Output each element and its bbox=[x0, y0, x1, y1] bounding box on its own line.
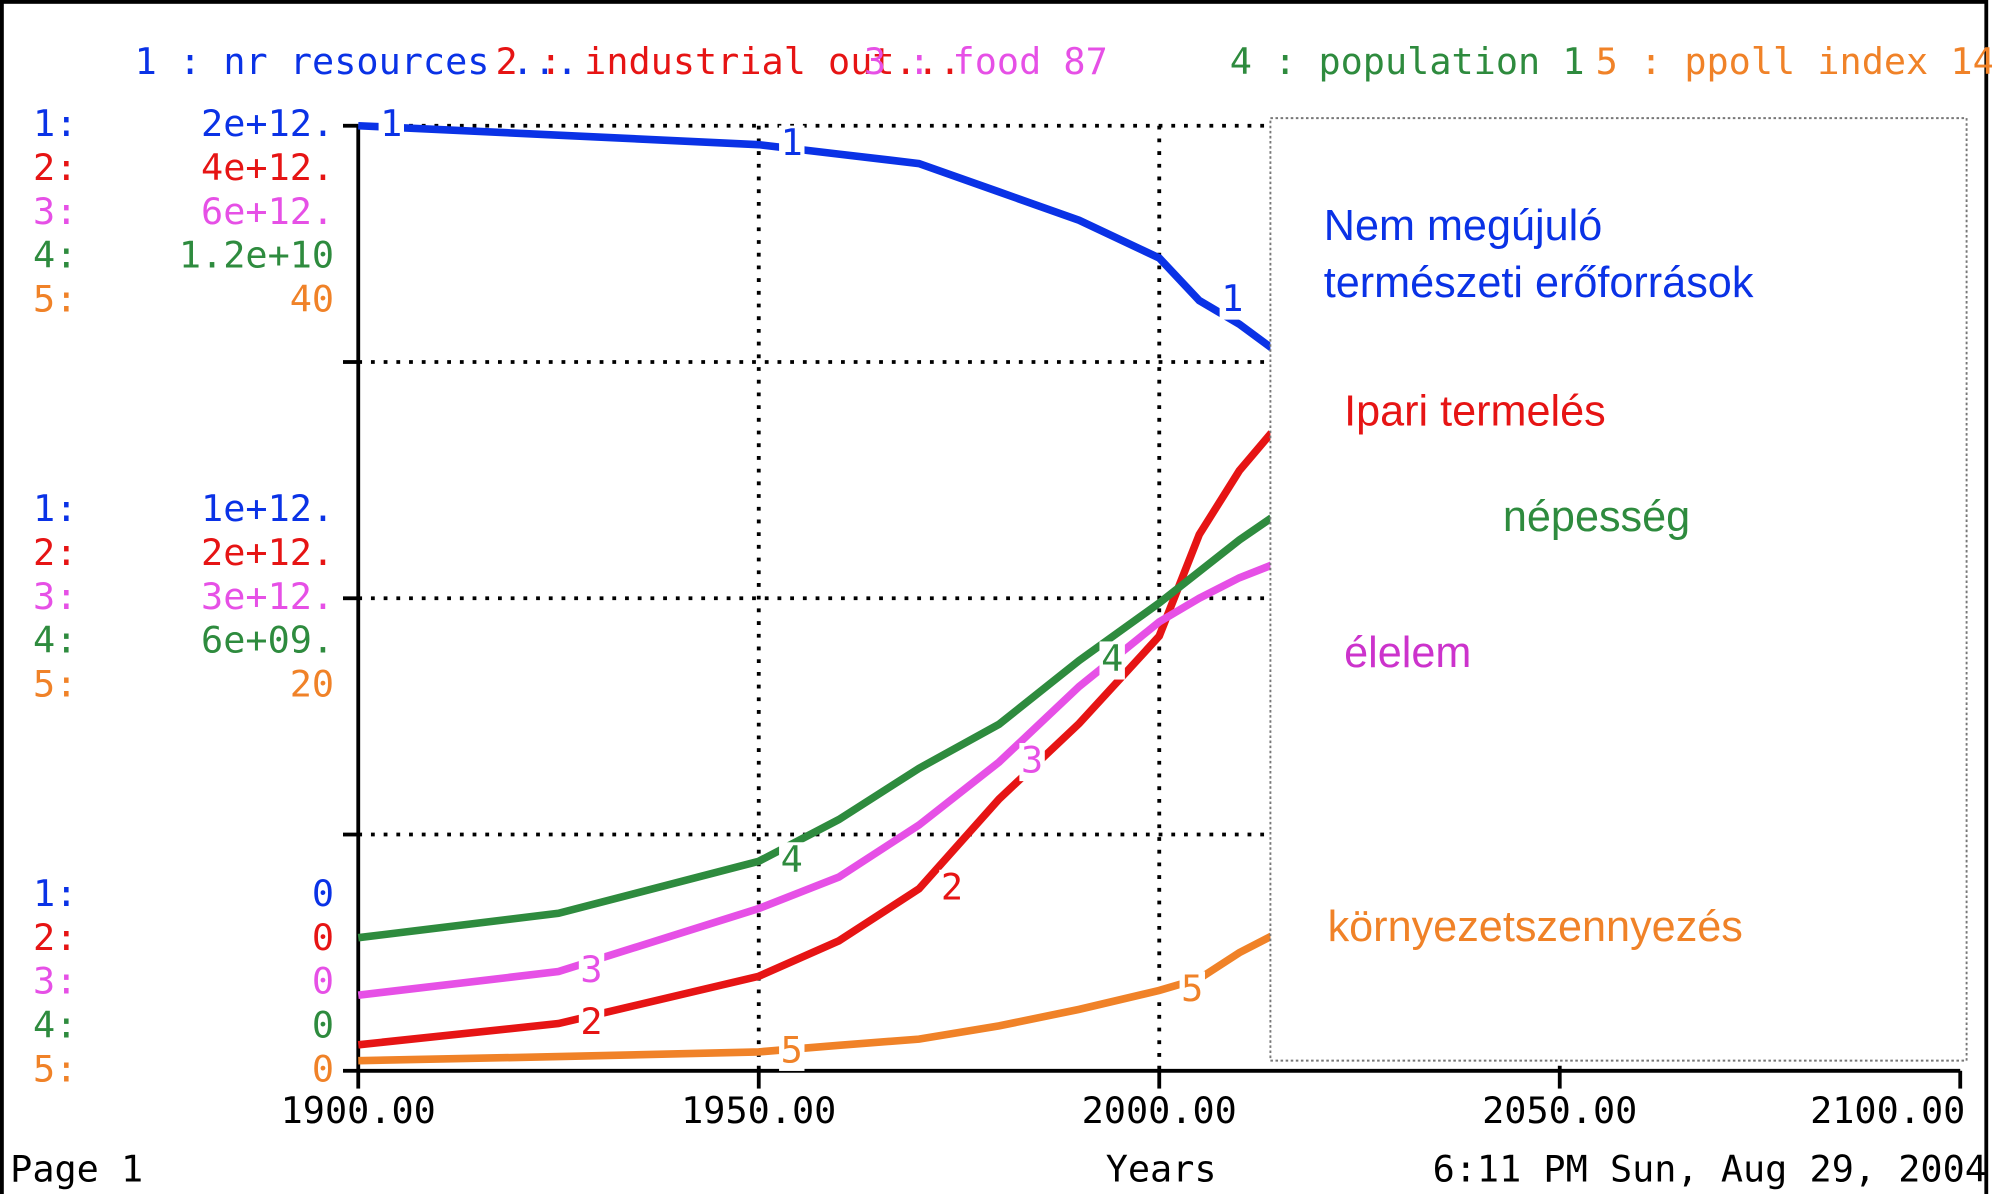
y-axis-prefix: 2: bbox=[33, 146, 77, 189]
x-tick-label: 1950.00 bbox=[681, 1089, 836, 1132]
y-tick-label: 0 bbox=[312, 960, 334, 1003]
legend-entry: 1 : nr resources ... bbox=[135, 40, 578, 83]
marker-bg bbox=[578, 1004, 605, 1043]
annotation: népesség bbox=[1503, 493, 1690, 541]
y-tick-label: 40 bbox=[290, 278, 334, 321]
page-label: Page 1 bbox=[10, 1148, 143, 1191]
annotation: természeti erőforrások bbox=[1324, 259, 1754, 307]
x-tick-label: 2100.00 bbox=[1810, 1089, 1965, 1132]
y-tick-label: 0 bbox=[312, 916, 334, 959]
y-tick-label: 4e+12. bbox=[201, 146, 334, 189]
marker-bg bbox=[1179, 971, 1205, 1010]
series-marker: 1 bbox=[1221, 277, 1243, 320]
y-tick-label: 6e+12. bbox=[201, 190, 334, 233]
annotation: élelem bbox=[1344, 629, 1471, 677]
annotation-box bbox=[1269, 117, 1968, 1062]
annotation: Ipari termelés bbox=[1344, 387, 1606, 435]
y-axis-prefix: 2: bbox=[33, 531, 77, 574]
legend-entry: 2 : industrial out... bbox=[495, 40, 961, 83]
y-axis-prefix: 1: bbox=[33, 102, 77, 145]
marker-bg bbox=[779, 1032, 805, 1071]
series-marker: 4 bbox=[1101, 637, 1123, 680]
y-tick-label: 6e+09. bbox=[201, 619, 334, 662]
y-axis-prefix: 4: bbox=[33, 1003, 77, 1046]
series-marker: 4 bbox=[781, 838, 803, 881]
series-marker: 2 bbox=[580, 1000, 602, 1043]
series-marker: 1 bbox=[380, 102, 402, 145]
annotation: Nem megújuló bbox=[1324, 202, 1602, 250]
y-axis-prefix: 1: bbox=[33, 872, 77, 915]
x-tick-label: 1900.00 bbox=[281, 1089, 436, 1132]
y-tick-label: 0 bbox=[312, 1047, 334, 1090]
marker-bg bbox=[1019, 743, 1045, 782]
marker-bg bbox=[1099, 641, 1125, 680]
marker-bg bbox=[939, 869, 965, 908]
marker-bg bbox=[779, 842, 805, 881]
y-tick-label: 0 bbox=[312, 1003, 334, 1046]
y-tick-label: 1e+12. bbox=[201, 487, 334, 530]
y-tick-label: 2e+12. bbox=[201, 102, 334, 145]
x-tick-label: 2000.00 bbox=[1082, 1089, 1237, 1132]
y-axis-prefix: 4: bbox=[33, 234, 77, 277]
annotation: környezetszennyezés bbox=[1328, 903, 1743, 951]
series-marker: 5 bbox=[1181, 967, 1203, 1010]
marker-bg bbox=[578, 952, 605, 991]
x-tick-label: 2050.00 bbox=[1482, 1089, 1637, 1132]
y-axis-prefix: 3: bbox=[33, 960, 77, 1003]
timestamp: 6:11 PM Sun, Aug 29, 2004 bbox=[1433, 1148, 1987, 1191]
y-axis-prefix: 4: bbox=[33, 619, 77, 662]
series-marker: 1 bbox=[781, 121, 803, 164]
series-line bbox=[357, 514, 1274, 942]
y-axis-prefix: 3: bbox=[33, 190, 77, 233]
series-marker: 2 bbox=[941, 865, 963, 908]
series-line bbox=[358, 121, 1274, 351]
marker-bg bbox=[1219, 281, 1246, 320]
y-tick-label: 20 bbox=[290, 662, 334, 705]
y-axis-prefix: 5: bbox=[33, 1047, 77, 1090]
series-marker: 5 bbox=[781, 1028, 803, 1071]
series-line bbox=[358, 932, 1274, 1065]
y-axis-prefix: 1: bbox=[33, 487, 77, 530]
marker-bg bbox=[378, 106, 404, 145]
y-tick-label: 3e+12. bbox=[201, 575, 334, 618]
series-marker: 3 bbox=[580, 948, 602, 991]
marker-bg bbox=[779, 125, 805, 164]
x-axis-label: Years bbox=[1106, 1148, 1217, 1191]
legend-entry: 5 : ppoll index 143 bbox=[1596, 40, 1992, 83]
y-axis-prefix: 5: bbox=[33, 662, 77, 705]
y-axis-prefix: 3: bbox=[33, 575, 77, 618]
y-axis-prefix: 2: bbox=[33, 916, 77, 959]
y-tick-label: 0 bbox=[312, 872, 334, 915]
legend-entry: 4 : population 1 bbox=[1230, 40, 1585, 83]
series-marker: 3 bbox=[1021, 739, 1043, 782]
series-line bbox=[357, 561, 1273, 999]
y-tick-label: 1.2e+10 bbox=[179, 234, 334, 277]
legend-entry: 3 : food 87 bbox=[864, 40, 1108, 83]
y-axis-prefix: 5: bbox=[33, 278, 77, 321]
y-tick-label: 2e+12. bbox=[201, 531, 334, 574]
series-line bbox=[357, 430, 1275, 1049]
